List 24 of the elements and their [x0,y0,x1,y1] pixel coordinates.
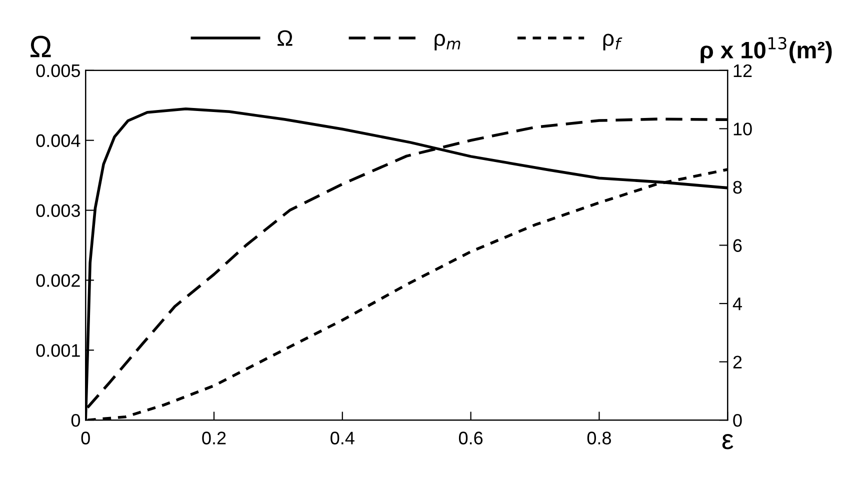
y2-tick-label: 4 [732,298,742,310]
legend-label: ρ$_{f}$ [603,34,622,50]
y-axis-title: Ω [30,36,51,58]
y2-tick-label: 0 [733,414,742,427]
legend-label: Ω [278,30,292,46]
legend-label: ρ$_{m}$ [434,34,460,50]
y2-tick-label: 6 [733,239,742,252]
x-tick-label: 0.8 [587,432,611,444]
x-tick-label: 0.4 [330,432,354,444]
y2-tick-label: 10 [734,122,752,136]
y-tick-label: 0.004 [36,134,80,148]
y-tick-label: 0.001 [36,344,80,357]
x-axis-title: ε [722,434,734,450]
y-tick-label: 0.003 [36,204,80,217]
y-tick-label: 0.002 [36,274,80,287]
x-tick-label: 0.2 [202,432,226,444]
y-tick-label: 0 [71,414,80,427]
y2-axis-title: ρ x 10$^{13}$(m²) [700,36,832,64]
y-tick-label: 0.005 [36,64,80,78]
y2-tick-label: 8 [733,180,742,194]
x-tick-label: 0 [81,432,90,444]
y2-tick-label: 12 [734,64,752,77]
x-tick-label: 0.6 [458,432,483,444]
y2-tick-label: 2 [733,356,742,368]
